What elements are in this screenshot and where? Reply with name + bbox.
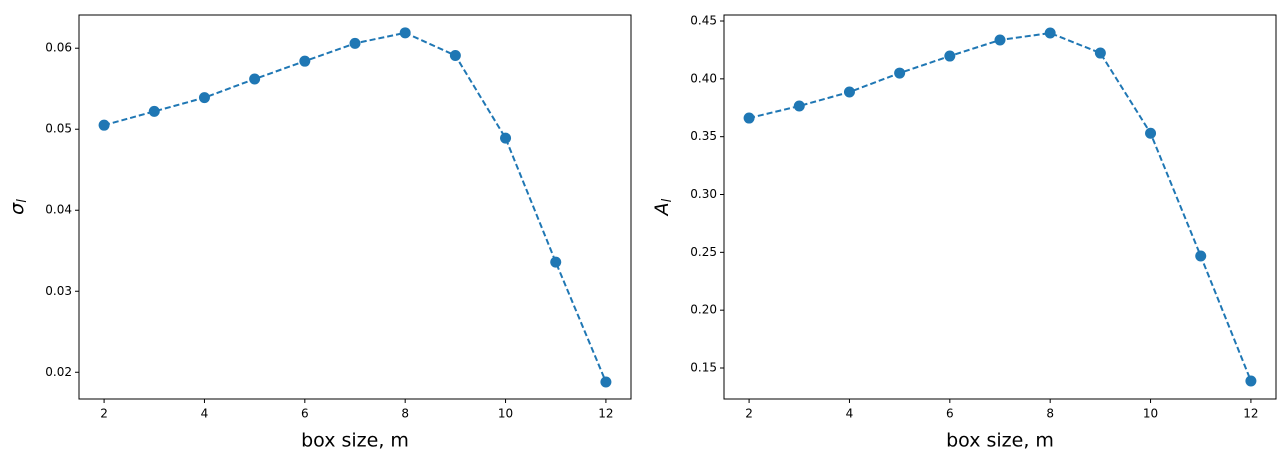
x-tick-label: 10 — [1143, 407, 1158, 421]
y-axis-symbol: A — [651, 202, 673, 217]
x-axis-label: box size, m — [946, 430, 1054, 452]
data-point — [500, 132, 512, 144]
series-line — [748, 32, 1252, 382]
y-tick-label: 0.35 — [690, 129, 717, 143]
data-point — [843, 86, 855, 98]
x-tick-label: 2 — [745, 407, 753, 421]
data-point — [1195, 250, 1207, 262]
data-point — [1145, 127, 1157, 139]
data-point — [1245, 375, 1257, 387]
data-point — [148, 105, 160, 117]
data-point — [1094, 47, 1106, 59]
data-point — [994, 34, 1006, 46]
y-tick-label: 0.20 — [690, 303, 717, 317]
y-tick-label: 0.02 — [45, 365, 72, 379]
y-tick-label: 0.15 — [690, 361, 717, 375]
x-tick-label: 6 — [301, 407, 309, 421]
y-tick-label: 0.04 — [45, 203, 72, 217]
y-tick-label: 0.25 — [690, 245, 717, 259]
x-tick-label: 6 — [946, 407, 954, 421]
x-tick-label: 10 — [498, 407, 513, 421]
y-axis-symbol: σ — [6, 202, 28, 215]
y-axis-subscript: l — [660, 198, 675, 202]
data-point — [1044, 27, 1056, 39]
axes-frame — [78, 14, 632, 400]
data-point — [550, 256, 562, 268]
data-point — [349, 37, 361, 49]
x-axis-label: box size, m — [301, 430, 409, 452]
x-tick-label: 8 — [401, 407, 409, 421]
data-point — [743, 112, 755, 124]
data-point — [894, 67, 906, 79]
axes-frame — [723, 14, 1277, 400]
data-point — [449, 50, 461, 62]
data-point — [600, 376, 612, 388]
y-tick-label: 0.05 — [45, 122, 72, 136]
x-tick-label: 12 — [1243, 407, 1258, 421]
x-tick-label: 8 — [1046, 407, 1054, 421]
y-tick-label: 0.03 — [45, 284, 72, 298]
y-tick-label: 0.06 — [45, 41, 72, 55]
y-tick-label: 0.45 — [690, 14, 717, 28]
y-axis-subscript: l — [15, 199, 30, 203]
data-point — [399, 27, 411, 39]
data-point — [299, 55, 311, 67]
y-tick-label: 0.40 — [690, 71, 717, 85]
x-tick-label: 2 — [100, 407, 108, 421]
data-point — [944, 50, 956, 62]
data-point — [98, 119, 110, 131]
data-point — [198, 92, 210, 104]
data-point — [793, 100, 805, 112]
y-tick-label: 0.30 — [690, 187, 717, 201]
y-axis-label: σl — [6, 199, 30, 215]
x-tick-label: 12 — [598, 407, 613, 421]
series-line — [103, 31, 607, 383]
x-tick-label: 4 — [846, 407, 854, 421]
x-tick-label: 4 — [201, 407, 209, 421]
data-point — [249, 73, 261, 85]
y-axis-label: Al — [651, 198, 675, 217]
